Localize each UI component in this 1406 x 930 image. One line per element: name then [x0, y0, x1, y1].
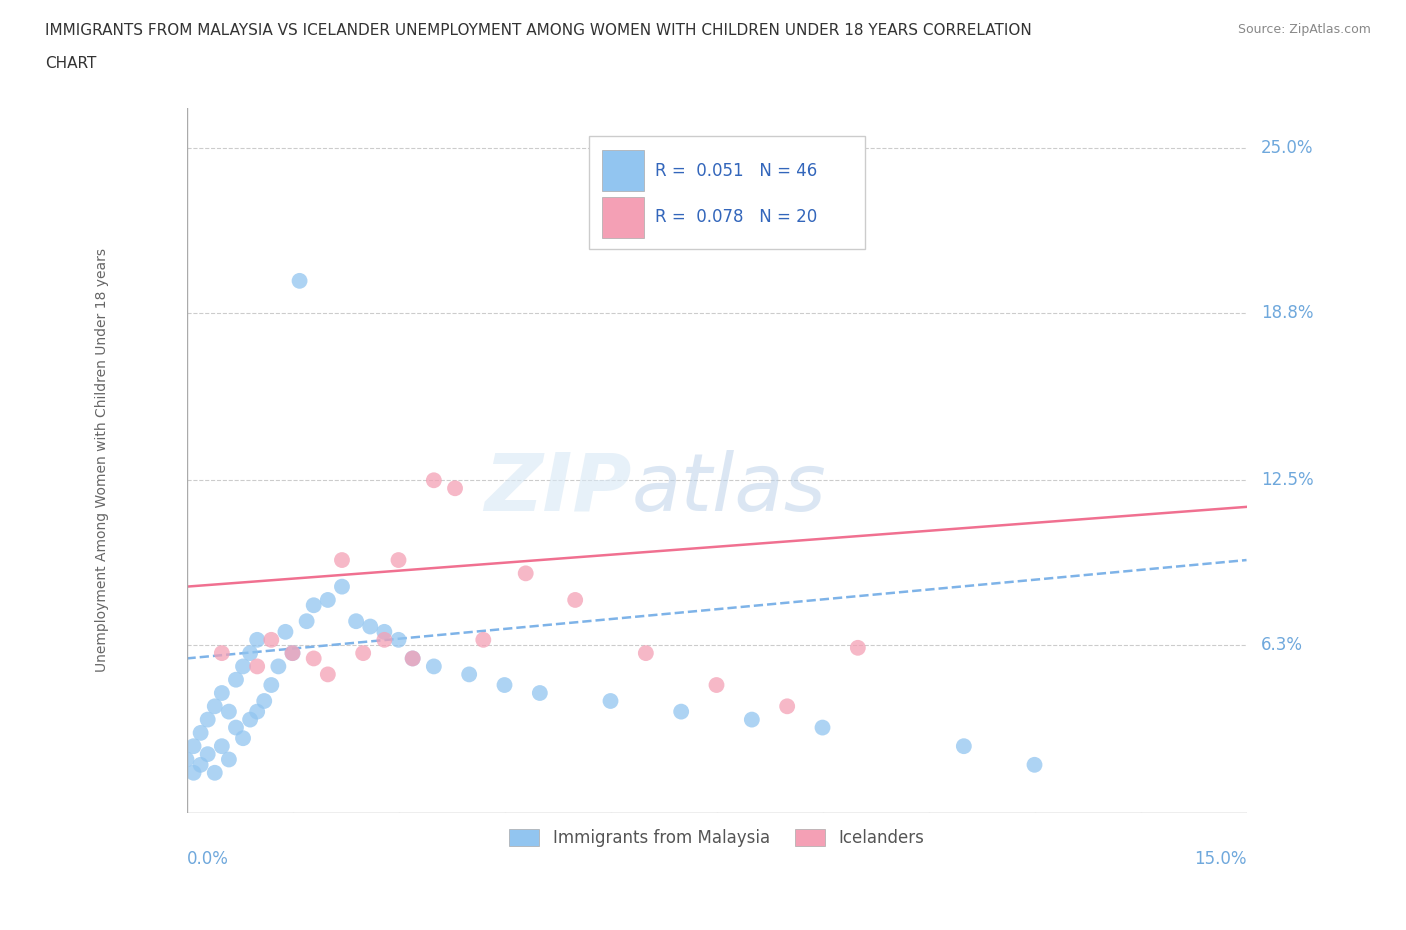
Point: [776, 698, 799, 713]
Point: [953, 738, 976, 753]
Point: [204, 765, 226, 780]
Legend: Immigrants from Malaysia, Icelanders: Immigrants from Malaysia, Icelanders: [502, 822, 931, 854]
Point: [472, 632, 495, 647]
Point: [401, 651, 423, 666]
Point: [260, 632, 283, 647]
Text: 6.3%: 6.3%: [1261, 636, 1302, 654]
Point: [218, 704, 240, 719]
Text: 15.0%: 15.0%: [1194, 850, 1247, 868]
Point: [281, 645, 304, 660]
Point: [706, 678, 728, 693]
Point: [741, 712, 763, 727]
Text: IMMIGRANTS FROM MALAYSIA VS ICELANDER UNEMPLOYMENT AMONG WOMEN WITH CHILDREN UND: IMMIGRANTS FROM MALAYSIA VS ICELANDER UN…: [45, 23, 1032, 38]
Point: [190, 757, 212, 772]
Point: [344, 614, 367, 629]
Text: R =  0.078   N = 20: R = 0.078 N = 20: [655, 208, 817, 226]
Point: [846, 641, 869, 656]
Text: ZIP: ZIP: [484, 449, 631, 527]
Point: [288, 273, 311, 288]
Point: [330, 579, 353, 594]
Point: [401, 651, 423, 666]
Point: [423, 659, 446, 674]
Text: 0.0%: 0.0%: [187, 850, 228, 868]
Point: [225, 720, 247, 735]
FancyBboxPatch shape: [602, 197, 644, 238]
Point: [564, 592, 586, 607]
Point: [190, 725, 212, 740]
Point: [599, 694, 621, 709]
Text: Unemployment Among Women with Children Under 18 years: Unemployment Among Women with Children U…: [94, 248, 108, 672]
Text: atlas: atlas: [631, 449, 827, 527]
Point: [529, 685, 551, 700]
Point: [669, 704, 692, 719]
Point: [246, 659, 269, 674]
Point: [246, 704, 269, 719]
Point: [232, 731, 254, 746]
Point: [316, 667, 339, 682]
Text: CHART: CHART: [45, 56, 97, 71]
Point: [246, 632, 269, 647]
Point: [295, 614, 318, 629]
Point: [211, 685, 233, 700]
Point: [204, 698, 226, 713]
Point: [281, 645, 304, 660]
Text: 12.5%: 12.5%: [1261, 472, 1313, 489]
Point: [239, 645, 262, 660]
Point: [811, 720, 834, 735]
Text: Source: ZipAtlas.com: Source: ZipAtlas.com: [1237, 23, 1371, 36]
Point: [373, 624, 395, 639]
Point: [515, 566, 537, 581]
Point: [458, 667, 481, 682]
Point: [387, 632, 409, 647]
Point: [330, 552, 353, 567]
Point: [211, 738, 233, 753]
Point: [218, 752, 240, 767]
Point: [225, 672, 247, 687]
Point: [423, 472, 446, 487]
Point: [183, 738, 205, 753]
Point: [359, 619, 381, 634]
Point: [302, 598, 325, 613]
Point: [634, 645, 657, 660]
Point: [373, 632, 395, 647]
Text: 18.8%: 18.8%: [1261, 304, 1313, 322]
Point: [197, 712, 219, 727]
Point: [1024, 757, 1046, 772]
Point: [211, 645, 233, 660]
Point: [267, 659, 290, 674]
Point: [274, 624, 297, 639]
Text: R =  0.051   N = 46: R = 0.051 N = 46: [655, 162, 817, 179]
Point: [494, 678, 516, 693]
Point: [253, 694, 276, 709]
Text: 25.0%: 25.0%: [1261, 139, 1313, 157]
Point: [444, 481, 467, 496]
FancyBboxPatch shape: [602, 151, 644, 192]
FancyBboxPatch shape: [589, 136, 865, 249]
Point: [239, 712, 262, 727]
Point: [176, 752, 198, 767]
Point: [183, 765, 205, 780]
Point: [232, 659, 254, 674]
Point: [387, 552, 409, 567]
Point: [302, 651, 325, 666]
Point: [352, 645, 374, 660]
Point: [316, 592, 339, 607]
Point: [260, 678, 283, 693]
Point: [197, 747, 219, 762]
